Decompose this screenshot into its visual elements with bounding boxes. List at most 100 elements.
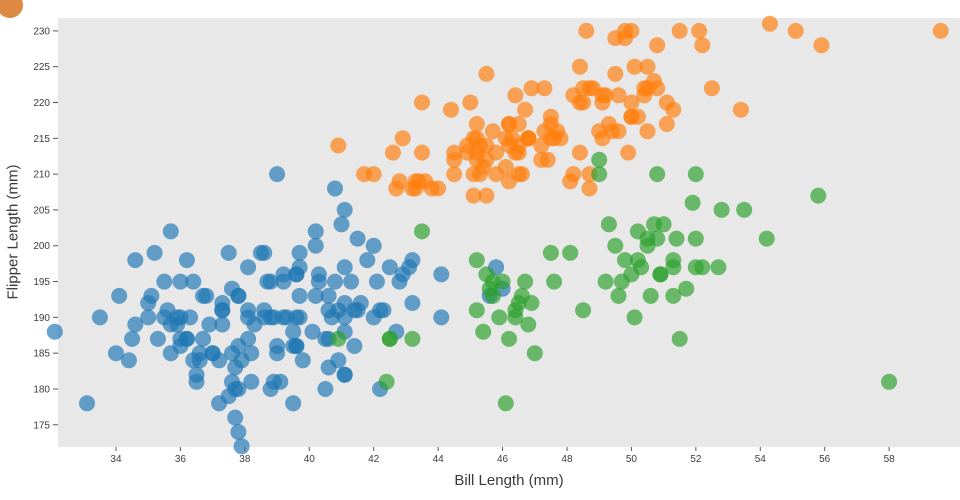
data-point-blue	[146, 244, 163, 261]
data-point-blue	[323, 309, 340, 326]
data-point-orange	[671, 22, 688, 39]
y-tick-label: 215	[33, 134, 50, 145]
data-point-blue	[127, 252, 144, 269]
data-point-green	[468, 302, 485, 319]
data-point-green	[600, 216, 617, 233]
data-point-green	[665, 252, 682, 269]
data-point-blue	[91, 309, 108, 326]
data-point-blue	[220, 244, 237, 261]
data-point-orange	[813, 37, 830, 54]
data-point-blue	[201, 316, 218, 333]
data-point-orange	[639, 58, 656, 75]
data-point-blue	[140, 295, 157, 311]
data-point-blue	[159, 302, 176, 319]
x-tick-label: 46	[497, 454, 509, 465]
data-point-orange	[604, 123, 621, 140]
data-point-green	[678, 280, 695, 297]
data-point-green	[694, 259, 711, 276]
data-point-blue	[368, 273, 385, 290]
data-point-blue	[233, 352, 250, 369]
data-point-green	[404, 330, 421, 347]
data-point-blue	[294, 352, 311, 369]
data-point-orange	[423, 180, 440, 197]
data-point-blue	[288, 338, 305, 354]
data-point-blue	[304, 323, 321, 340]
data-point-orange	[536, 123, 553, 140]
data-point-green	[330, 330, 347, 347]
data-point-blue	[172, 273, 189, 290]
data-point-blue	[233, 438, 250, 455]
data-point-blue	[433, 266, 450, 283]
data-point-blue	[162, 223, 179, 240]
x-tick-label: 38	[239, 454, 251, 465]
data-point-blue	[307, 223, 324, 240]
data-point-orange	[414, 94, 430, 111]
data-point-blue	[227, 409, 244, 426]
data-point-green	[484, 273, 501, 290]
x-tick-label: 56	[819, 454, 831, 465]
data-point-green	[758, 230, 775, 247]
data-point-blue	[291, 287, 308, 304]
data-point-blue	[252, 244, 269, 261]
data-point-blue	[140, 309, 157, 326]
data-point-orange	[468, 151, 485, 168]
data-point-green	[668, 230, 685, 247]
data-point-blue	[275, 309, 292, 326]
data-point-blue	[317, 381, 334, 397]
data-point-orange	[488, 166, 505, 183]
data-point-blue	[333, 216, 350, 233]
data-point-blue	[291, 309, 308, 326]
data-point-orange	[394, 130, 411, 147]
y-tick-label: 210	[33, 170, 50, 181]
data-point-orange	[571, 58, 588, 75]
data-point-green	[520, 316, 537, 333]
data-point-orange	[694, 37, 711, 54]
data-point-blue	[127, 316, 144, 333]
x-tick-label: 50	[626, 454, 638, 465]
data-point-orange	[639, 123, 656, 140]
data-point-orange	[542, 108, 559, 125]
data-point-blue	[214, 316, 231, 333]
data-point-green	[517, 273, 534, 290]
data-point-orange	[626, 58, 643, 75]
x-tick-label: 54	[755, 454, 767, 465]
data-point-blue	[401, 259, 418, 276]
x-tick-label: 58	[884, 454, 896, 465]
data-point-orange	[658, 116, 675, 132]
data-point-green	[617, 252, 633, 269]
data-point-orange	[581, 180, 598, 197]
plot-area	[58, 18, 960, 447]
data-point-green	[642, 287, 659, 304]
data-point-blue	[269, 345, 286, 362]
data-point-blue	[346, 338, 363, 354]
data-point-orange	[414, 144, 430, 161]
data-point-green	[507, 302, 524, 319]
data-point-blue	[372, 302, 389, 319]
data-point-green	[597, 273, 614, 290]
data-point-green	[523, 295, 540, 311]
data-point-blue	[156, 273, 173, 290]
data-point-green	[629, 252, 646, 269]
y-tick-label: 225	[33, 62, 50, 73]
data-point-orange	[465, 187, 482, 204]
data-point-blue	[349, 230, 366, 247]
data-point-blue	[149, 330, 166, 347]
data-point-green	[575, 302, 592, 319]
data-point-orange	[636, 80, 653, 97]
data-point-orange	[649, 37, 666, 54]
data-point-green	[687, 166, 704, 183]
data-point-blue	[256, 309, 273, 326]
data-point-green	[526, 345, 543, 362]
data-point-green	[736, 201, 753, 218]
x-tick-label: 42	[368, 454, 380, 465]
data-point-blue	[162, 316, 179, 333]
data-point-blue	[285, 323, 302, 340]
data-point-blue	[269, 166, 286, 183]
data-point-blue	[162, 345, 179, 362]
data-point-orange	[468, 130, 485, 147]
data-point-green	[684, 194, 701, 211]
data-point-blue	[240, 330, 257, 347]
data-point-blue	[220, 388, 237, 405]
data-point-orange	[478, 65, 495, 82]
